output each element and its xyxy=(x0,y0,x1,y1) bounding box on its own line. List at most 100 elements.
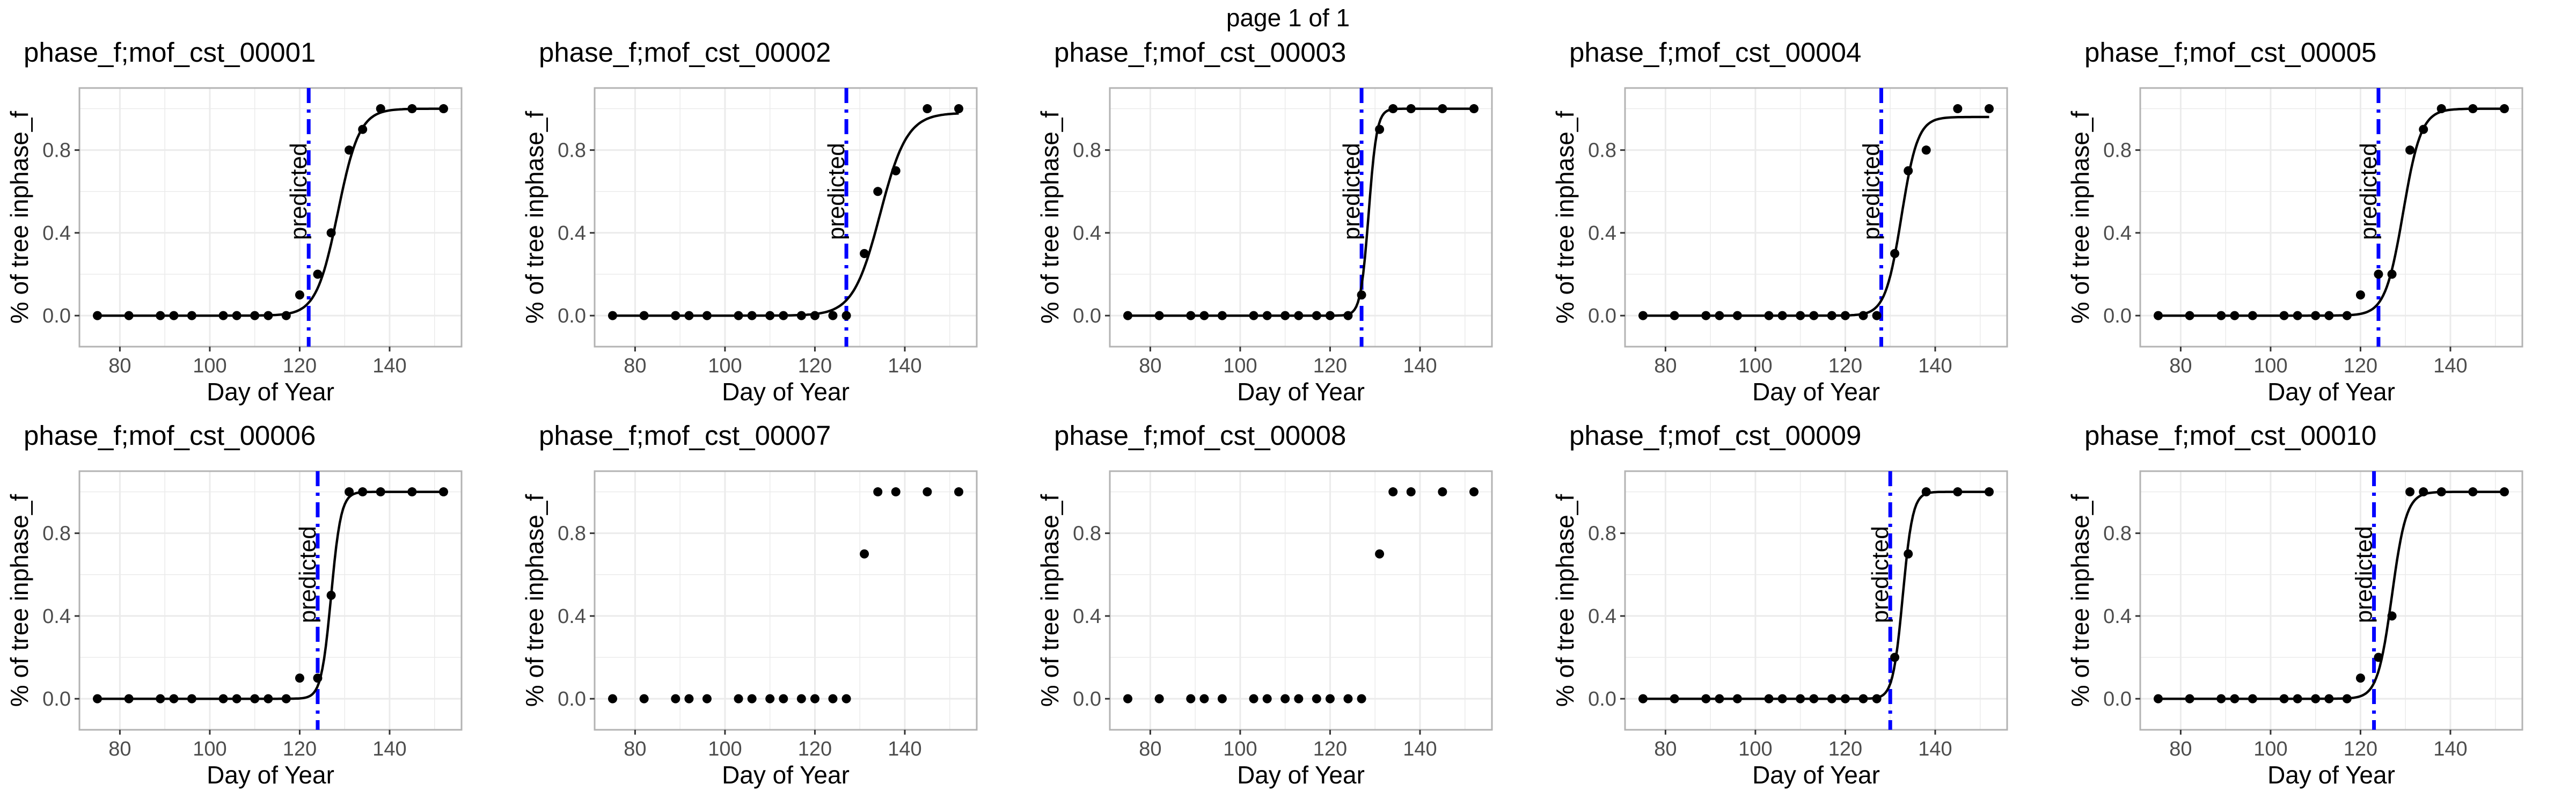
data-point xyxy=(281,311,291,320)
data-point xyxy=(1469,104,1479,114)
data-point xyxy=(828,694,838,704)
data-point xyxy=(2419,124,2428,134)
x-tick-label: 100 xyxy=(1223,355,1257,377)
y-tick-label: 0.8 xyxy=(1588,523,1616,545)
y-tick-label: 0.8 xyxy=(42,140,71,162)
data-point xyxy=(1670,694,1679,704)
data-point xyxy=(407,487,417,497)
data-point xyxy=(747,694,757,704)
x-axis-title: Day of Year xyxy=(2267,761,2395,789)
data-point xyxy=(1858,311,1868,320)
y-tick-label: 0.8 xyxy=(1073,140,1101,162)
data-point xyxy=(1638,311,1648,320)
data-point xyxy=(2216,694,2226,704)
data-point xyxy=(2468,104,2478,114)
data-point xyxy=(1732,311,1742,320)
plot-border xyxy=(2139,87,2523,348)
data-point xyxy=(326,590,336,600)
data-point xyxy=(1796,311,1805,320)
data-point xyxy=(1325,694,1335,704)
data-point xyxy=(2374,653,2383,662)
data-point xyxy=(1186,694,1196,704)
chart-title: phase_f;mof_cst_00007 xyxy=(539,420,831,451)
data-point xyxy=(765,694,775,704)
y-tick-label: 0.4 xyxy=(42,605,71,628)
y-tick-label: 0.0 xyxy=(558,305,586,327)
data-point xyxy=(671,694,680,704)
chart-title: phase_f;mof_cst_00003 xyxy=(1054,37,1346,68)
data-point xyxy=(1186,311,1196,320)
chart-panel-5: phase_f;mof_cst_00005 80 100 120 140 0.0 0.4 0… xyxy=(2061,36,2576,423)
data-point xyxy=(639,311,649,320)
x-tick-label: 100 xyxy=(1738,355,1772,377)
data-point xyxy=(250,694,260,704)
data-point xyxy=(2279,694,2289,704)
plot-border xyxy=(594,87,978,348)
y-tick-label: 0.8 xyxy=(558,140,586,162)
data-point xyxy=(1388,104,1398,114)
data-point xyxy=(1123,694,1133,704)
data-point xyxy=(2436,487,2446,497)
y-tick-label: 0.4 xyxy=(558,605,586,628)
y-axis-title: % of tree inphase_f xyxy=(2066,111,2094,324)
chart-svg: 80 100 120 140 0.0 0.4 0.8 Day of Year % of tree… xyxy=(2066,87,2523,406)
data-point xyxy=(1809,311,1819,320)
x-tick-label: 80 xyxy=(2169,738,2192,760)
y-axis-title: % of tree inphase_f xyxy=(521,111,548,324)
data-point xyxy=(281,694,291,704)
x-tick-label: 100 xyxy=(2253,355,2287,377)
data-point xyxy=(218,694,228,704)
data-point xyxy=(376,104,385,114)
data-point xyxy=(828,311,838,320)
data-point xyxy=(1438,104,1447,114)
x-tick-label: 80 xyxy=(624,738,646,760)
data-point xyxy=(1388,487,1398,497)
data-point xyxy=(1469,487,1479,497)
data-point xyxy=(1294,694,1304,704)
data-point xyxy=(2324,311,2334,320)
y-tick-label: 0.0 xyxy=(1073,688,1101,710)
data-point xyxy=(2499,487,2509,497)
fitted-curve xyxy=(97,490,444,700)
data-point xyxy=(1357,694,1366,704)
data-point xyxy=(358,124,368,134)
y-axis-title: % of tree inphase_f xyxy=(1036,494,1064,707)
y-tick-label: 0.4 xyxy=(2103,605,2132,628)
data-point xyxy=(1984,104,1994,114)
data-point xyxy=(1249,694,1258,704)
data-point xyxy=(313,673,323,683)
data-point xyxy=(2419,487,2428,497)
x-tick-label: 80 xyxy=(2169,355,2192,377)
chart-title: phase_f;mof_cst_00002 xyxy=(539,37,831,68)
data-point xyxy=(1796,694,1805,704)
y-axis-title: % of tree inphase_f xyxy=(2066,494,2094,707)
fitted-curve xyxy=(2158,107,2505,317)
data-point xyxy=(954,487,963,497)
y-tick-label: 0.4 xyxy=(42,222,71,245)
data-point xyxy=(93,694,103,704)
x-axis-title: Day of Year xyxy=(722,378,850,406)
data-point xyxy=(2248,694,2257,704)
predicted-label: predicted xyxy=(2355,143,2382,240)
data-point xyxy=(264,694,273,704)
data-point xyxy=(1438,487,1447,497)
chart-panel-7: phase_f;mof_cst_00007 80 100 120 140 0.0 0.4 0… xyxy=(515,420,1030,806)
data-point xyxy=(2436,104,2446,114)
data-point xyxy=(2216,311,2226,320)
data-point xyxy=(156,311,165,320)
data-point xyxy=(1199,311,1209,320)
data-point xyxy=(250,311,260,320)
plot-border xyxy=(594,470,978,731)
y-axis-title: % of tree inphase_f xyxy=(1551,111,1579,324)
data-point xyxy=(1904,166,1913,175)
data-point xyxy=(1154,311,1164,320)
x-tick-label: 100 xyxy=(708,355,742,377)
data-point xyxy=(2355,290,2365,300)
y-tick-label: 0.4 xyxy=(1588,222,1616,245)
chart-title: phase_f;mof_cst_00010 xyxy=(2084,420,2377,451)
data-point xyxy=(1325,311,1335,320)
data-point xyxy=(765,311,775,320)
fitted-curve xyxy=(97,107,444,317)
data-point xyxy=(2248,311,2257,320)
data-point xyxy=(295,290,304,300)
